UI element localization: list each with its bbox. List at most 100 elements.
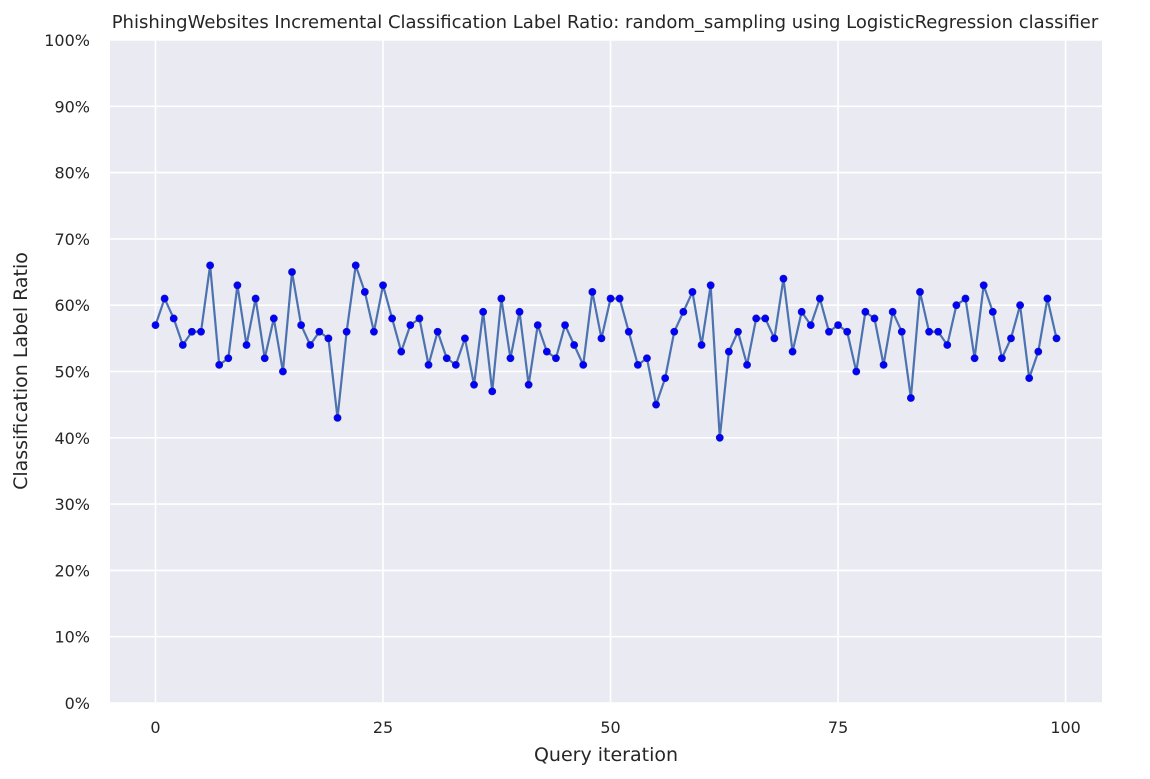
x-tick-labels: 0 25 50 75 100 bbox=[150, 718, 1080, 737]
data-point bbox=[779, 274, 788, 283]
data-point bbox=[606, 294, 615, 303]
data-point bbox=[825, 327, 833, 336]
data-point bbox=[297, 321, 306, 329]
data-point bbox=[388, 314, 397, 323]
data-point bbox=[715, 433, 724, 442]
data-point bbox=[843, 327, 852, 336]
data-point bbox=[861, 307, 870, 316]
y-tick-label: 80% bbox=[54, 164, 90, 183]
x-tick-label: 100 bbox=[1050, 718, 1081, 737]
x-axis-label: Query iteration bbox=[534, 744, 678, 766]
data-point bbox=[206, 261, 215, 270]
data-point bbox=[379, 281, 387, 290]
data-point bbox=[233, 281, 242, 290]
data-point bbox=[169, 314, 178, 323]
x-tick-label: 0 bbox=[150, 718, 160, 737]
data-point bbox=[215, 360, 224, 369]
y-tick-labels: 0% 10% 20% 30% 40% 50% 60% 70% 80% 90% 100% bbox=[44, 31, 90, 713]
data-point bbox=[533, 321, 542, 329]
data-point bbox=[442, 354, 451, 363]
data-point bbox=[260, 354, 269, 363]
data-point bbox=[852, 367, 861, 376]
data-point bbox=[761, 314, 770, 323]
data-point bbox=[415, 314, 424, 323]
data-point bbox=[588, 288, 597, 296]
data-point bbox=[279, 367, 287, 376]
x-tick-label: 75 bbox=[828, 718, 848, 737]
y-tick-label: 100% bbox=[44, 31, 90, 50]
data-point bbox=[251, 294, 260, 303]
data-point bbox=[834, 321, 842, 329]
x-tick-label: 25 bbox=[373, 718, 393, 737]
data-point bbox=[979, 281, 988, 290]
data-point bbox=[970, 354, 979, 363]
data-point bbox=[288, 268, 296, 276]
series-line-layer bbox=[154, 264, 1058, 439]
data-point bbox=[197, 327, 205, 336]
data-point bbox=[897, 327, 906, 336]
data-point bbox=[370, 327, 378, 336]
data-point bbox=[160, 294, 169, 303]
y-tick-label: 40% bbox=[54, 429, 90, 448]
data-point bbox=[633, 360, 642, 369]
data-point bbox=[752, 314, 761, 323]
data-point bbox=[670, 327, 679, 336]
data-point bbox=[1052, 334, 1061, 343]
data-point bbox=[1025, 374, 1034, 383]
data-point bbox=[579, 360, 588, 369]
data-point bbox=[661, 374, 670, 383]
data-point bbox=[488, 387, 497, 396]
data-point bbox=[570, 341, 579, 349]
data-point bbox=[406, 321, 415, 329]
data-point bbox=[269, 314, 278, 323]
data-point bbox=[688, 288, 697, 296]
data-point bbox=[697, 341, 706, 349]
data-point bbox=[997, 354, 1006, 363]
data-point bbox=[1007, 334, 1015, 343]
data-point bbox=[315, 327, 324, 336]
data-point bbox=[1034, 347, 1043, 356]
data-point bbox=[724, 347, 733, 356]
data-point bbox=[961, 294, 970, 303]
data-point bbox=[451, 360, 460, 369]
data-point bbox=[806, 321, 815, 329]
data-point bbox=[461, 334, 469, 343]
y-axis-label: Classification Label Ratio bbox=[10, 252, 32, 490]
data-point bbox=[906, 394, 915, 402]
data-point bbox=[888, 307, 897, 316]
data-point bbox=[306, 341, 315, 349]
data-point bbox=[506, 354, 515, 363]
data-point bbox=[242, 341, 251, 349]
series-line bbox=[154, 264, 1058, 439]
data-point bbox=[351, 261, 360, 270]
data-point bbox=[870, 314, 879, 323]
data-point bbox=[151, 321, 160, 329]
data-point bbox=[397, 347, 406, 356]
data-point bbox=[178, 341, 187, 349]
y-tick-label: 20% bbox=[54, 561, 90, 580]
grid-lines bbox=[110, 39, 1102, 704]
data-point bbox=[679, 307, 688, 316]
data-point bbox=[524, 380, 533, 389]
y-tick-label: 60% bbox=[54, 296, 90, 315]
data-point bbox=[342, 327, 351, 336]
data-point bbox=[916, 288, 924, 296]
y-tick-label: 30% bbox=[54, 495, 90, 514]
y-tick-label: 10% bbox=[54, 628, 90, 647]
data-point bbox=[597, 334, 606, 343]
data-point bbox=[788, 347, 797, 356]
y-tick-label: 0% bbox=[65, 694, 90, 713]
data-point bbox=[224, 354, 233, 363]
data-point bbox=[652, 400, 660, 409]
y-tick-label: 90% bbox=[54, 97, 90, 116]
data-point bbox=[934, 327, 943, 336]
data-point bbox=[943, 341, 952, 349]
y-tick-label: 70% bbox=[54, 230, 90, 249]
data-point bbox=[925, 327, 933, 336]
data-point bbox=[497, 294, 506, 303]
data-point bbox=[1043, 294, 1052, 303]
data-point bbox=[952, 301, 961, 310]
data-point bbox=[1016, 301, 1024, 310]
data-point bbox=[561, 321, 569, 329]
